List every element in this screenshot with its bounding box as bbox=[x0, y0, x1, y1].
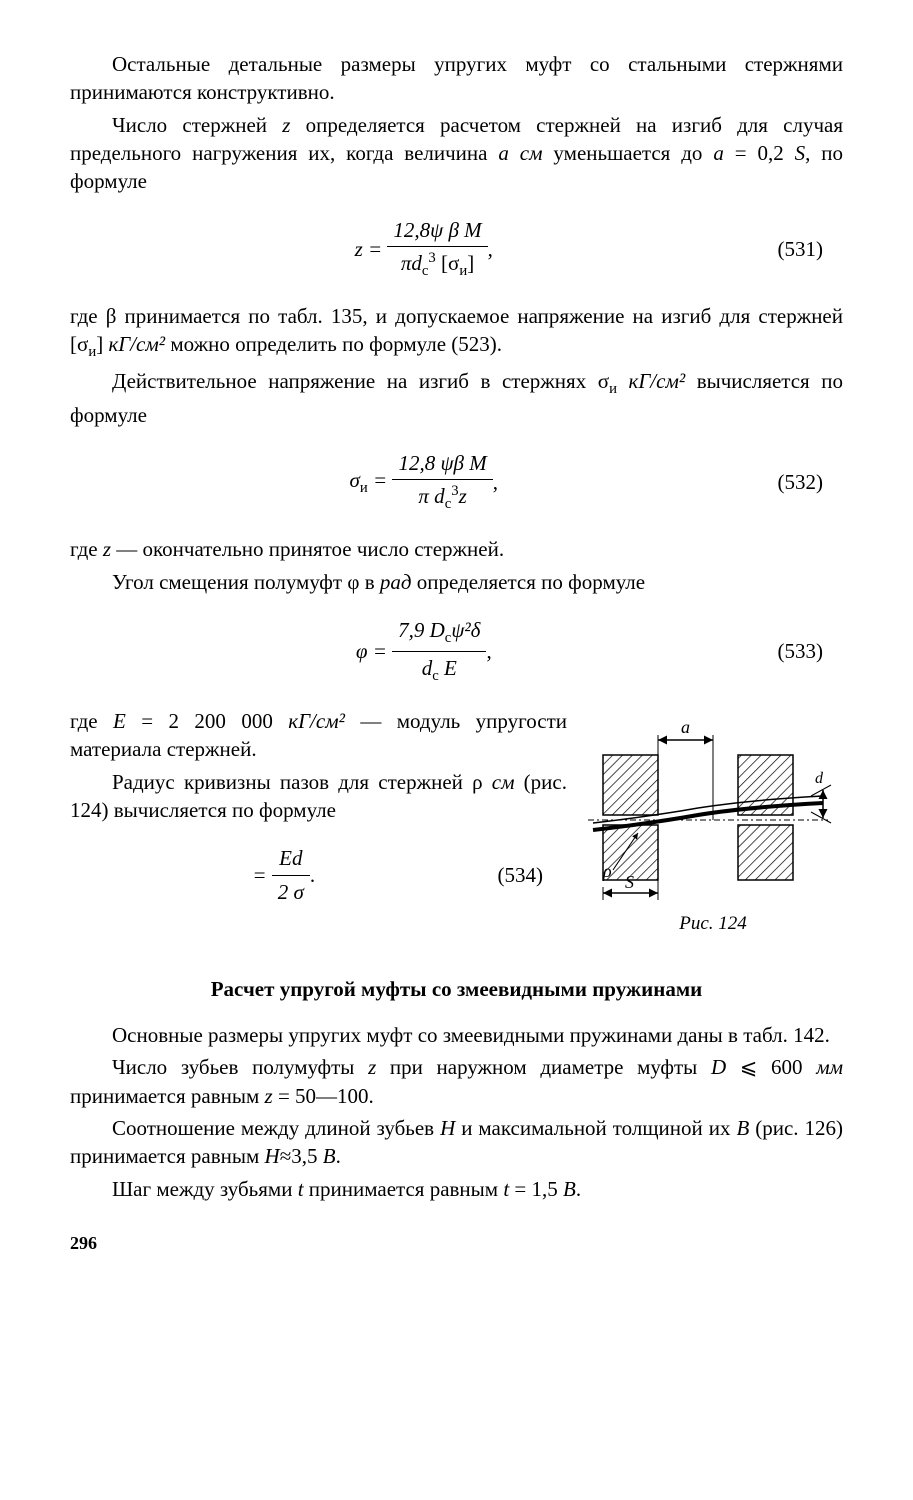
text: = 50—100. bbox=[273, 1084, 374, 1108]
paragraph-4: Действительное напряжение на изгиб в сте… bbox=[70, 367, 843, 428]
text: принимается равным bbox=[304, 1177, 504, 1201]
equation-533: φ = 7,9 Dcψ²δ dc E , (533) bbox=[70, 616, 843, 687]
unit: кГ/см² bbox=[108, 332, 165, 356]
paragraph-5: где z — окончательно принятое число стер… bbox=[70, 535, 843, 563]
eq-den: d bbox=[422, 656, 433, 680]
text: ] bbox=[467, 251, 474, 275]
sigma: σ bbox=[350, 468, 360, 492]
paragraph-1: Остальные детальные размеры упругих муфт… bbox=[70, 50, 843, 107]
paragraph-12: Шаг между зубьями t принимается равным t… bbox=[70, 1175, 843, 1203]
sub: и bbox=[360, 480, 368, 496]
text: ≈3,5 bbox=[280, 1144, 323, 1168]
text: можно определить по формуле (523). bbox=[165, 332, 502, 356]
eq-lhs: φ = bbox=[356, 637, 387, 665]
period: . bbox=[310, 861, 315, 889]
eq-number: (531) bbox=[778, 235, 844, 263]
text: принимается равным bbox=[70, 1084, 265, 1108]
paragraph-9: Основные размеры упругих муфт со змеевид… bbox=[70, 1021, 843, 1049]
var-z: z bbox=[103, 537, 111, 561]
eq-number: (534) bbox=[498, 861, 564, 889]
text: [σ bbox=[436, 251, 460, 275]
eq-num: 12,8 ψβ M bbox=[398, 451, 486, 475]
eq-den: E bbox=[439, 656, 457, 680]
sup: 3 bbox=[428, 250, 435, 266]
var-b: B bbox=[563, 1177, 576, 1201]
text: ] bbox=[96, 332, 108, 356]
text: = 1,5 bbox=[509, 1177, 563, 1201]
equation-532: σи = 12,8 ψβ M π dc3z , (532) bbox=[70, 449, 843, 515]
var-d: D bbox=[711, 1055, 726, 1079]
var-z: z bbox=[265, 1084, 273, 1108]
unit-cm: см bbox=[492, 770, 515, 794]
paragraph-3: где β принимается по табл. 135, и допуск… bbox=[70, 302, 843, 363]
text: и максимальной толщиной их bbox=[455, 1116, 736, 1140]
text: Число стержней bbox=[112, 113, 282, 137]
equation-531: z = 12,8ψ β M πdc3 [σи] , (531) bbox=[70, 216, 843, 282]
var-z: z bbox=[459, 484, 467, 508]
text: где bbox=[70, 537, 103, 561]
eq-num: ψ²δ bbox=[451, 618, 480, 642]
text: Угол смещения полумуфт φ в bbox=[112, 570, 380, 594]
text: Соотношение между длиной зубьев bbox=[112, 1116, 440, 1140]
paragraph-6: Угол смещения полумуфт φ в рад определяе… bbox=[70, 568, 843, 596]
text: Шаг между зубьями bbox=[112, 1177, 298, 1201]
paragraph-10: Число зубьев полумуфты z при наружном ди… bbox=[70, 1053, 843, 1110]
sub: и bbox=[609, 382, 617, 398]
text: ⩽ 600 bbox=[726, 1055, 816, 1079]
eq-number: (533) bbox=[778, 637, 844, 665]
svg-text:ρ: ρ bbox=[602, 861, 612, 881]
unit: кГ/см² bbox=[629, 369, 686, 393]
text: . bbox=[576, 1177, 581, 1201]
text bbox=[617, 369, 629, 393]
var-a: a bbox=[713, 141, 724, 165]
text: = 2 200 000 bbox=[126, 709, 288, 733]
figure-caption: Рис. 124 bbox=[583, 911, 843, 937]
var-a-cm: a см bbox=[498, 141, 542, 165]
sup: 3 bbox=[451, 483, 458, 499]
text: — окончательно принятое число стержней. bbox=[111, 537, 504, 561]
eq-lhs: z = bbox=[355, 235, 383, 263]
eq-number: (532) bbox=[778, 468, 844, 496]
section-heading: Расчет упругой муфты со змеевидными пруж… bbox=[70, 975, 843, 1003]
comma: , bbox=[493, 468, 498, 496]
text: где bbox=[70, 709, 113, 733]
var-e: E bbox=[113, 709, 126, 733]
var-h: H bbox=[265, 1144, 280, 1168]
figure-124: a S d ρ Рис. 124 bbox=[583, 715, 843, 937]
figure-svg: a S d ρ bbox=[583, 715, 833, 905]
text: . bbox=[336, 1144, 341, 1168]
comma: , bbox=[488, 235, 493, 263]
var-b: B bbox=[323, 1144, 336, 1168]
page-number: 296 bbox=[70, 1231, 843, 1255]
text: = 0,2 bbox=[724, 141, 795, 165]
var-s: S bbox=[795, 141, 806, 165]
var-b: B bbox=[736, 1116, 749, 1140]
eq-den: πd bbox=[401, 251, 422, 275]
eq-den: π d bbox=[418, 484, 444, 508]
equation-534: = Ed 2 σ . (534) bbox=[70, 844, 563, 906]
eq: = bbox=[368, 468, 387, 492]
fig-label-d: d bbox=[815, 770, 824, 787]
eq-lhs: = bbox=[252, 861, 266, 889]
text: Радиус кривизны пазов для стержней ρ bbox=[112, 770, 492, 794]
eq-num: Ed bbox=[279, 846, 302, 870]
eq-lhs: σи = bbox=[350, 466, 388, 499]
text: Действительное напряжение на изгиб в сте… bbox=[112, 369, 609, 393]
comma: , bbox=[486, 637, 491, 665]
text: уменьшается до bbox=[543, 141, 714, 165]
eq-den: 2 σ bbox=[278, 880, 304, 904]
eq-num: 7,9 D bbox=[398, 618, 445, 642]
fig-label-a: a bbox=[681, 717, 690, 737]
unit-mm: мм bbox=[816, 1055, 843, 1079]
unit-rad: рад bbox=[380, 570, 412, 594]
unit: кГ/см² bbox=[288, 709, 345, 733]
var-h: H bbox=[440, 1116, 455, 1140]
text: при наружном диаметре муфты bbox=[376, 1055, 711, 1079]
text: Число зубьев полумуфты bbox=[112, 1055, 368, 1079]
paragraph-2: Число стержней z определяется расчетом с… bbox=[70, 111, 843, 196]
text: определяется по формуле bbox=[412, 570, 646, 594]
paragraph-11: Соотношение между длиной зубьев H и макс… bbox=[70, 1114, 843, 1171]
fig-label-s: S bbox=[625, 872, 634, 892]
eq-num: 12,8ψ β M bbox=[393, 218, 481, 242]
